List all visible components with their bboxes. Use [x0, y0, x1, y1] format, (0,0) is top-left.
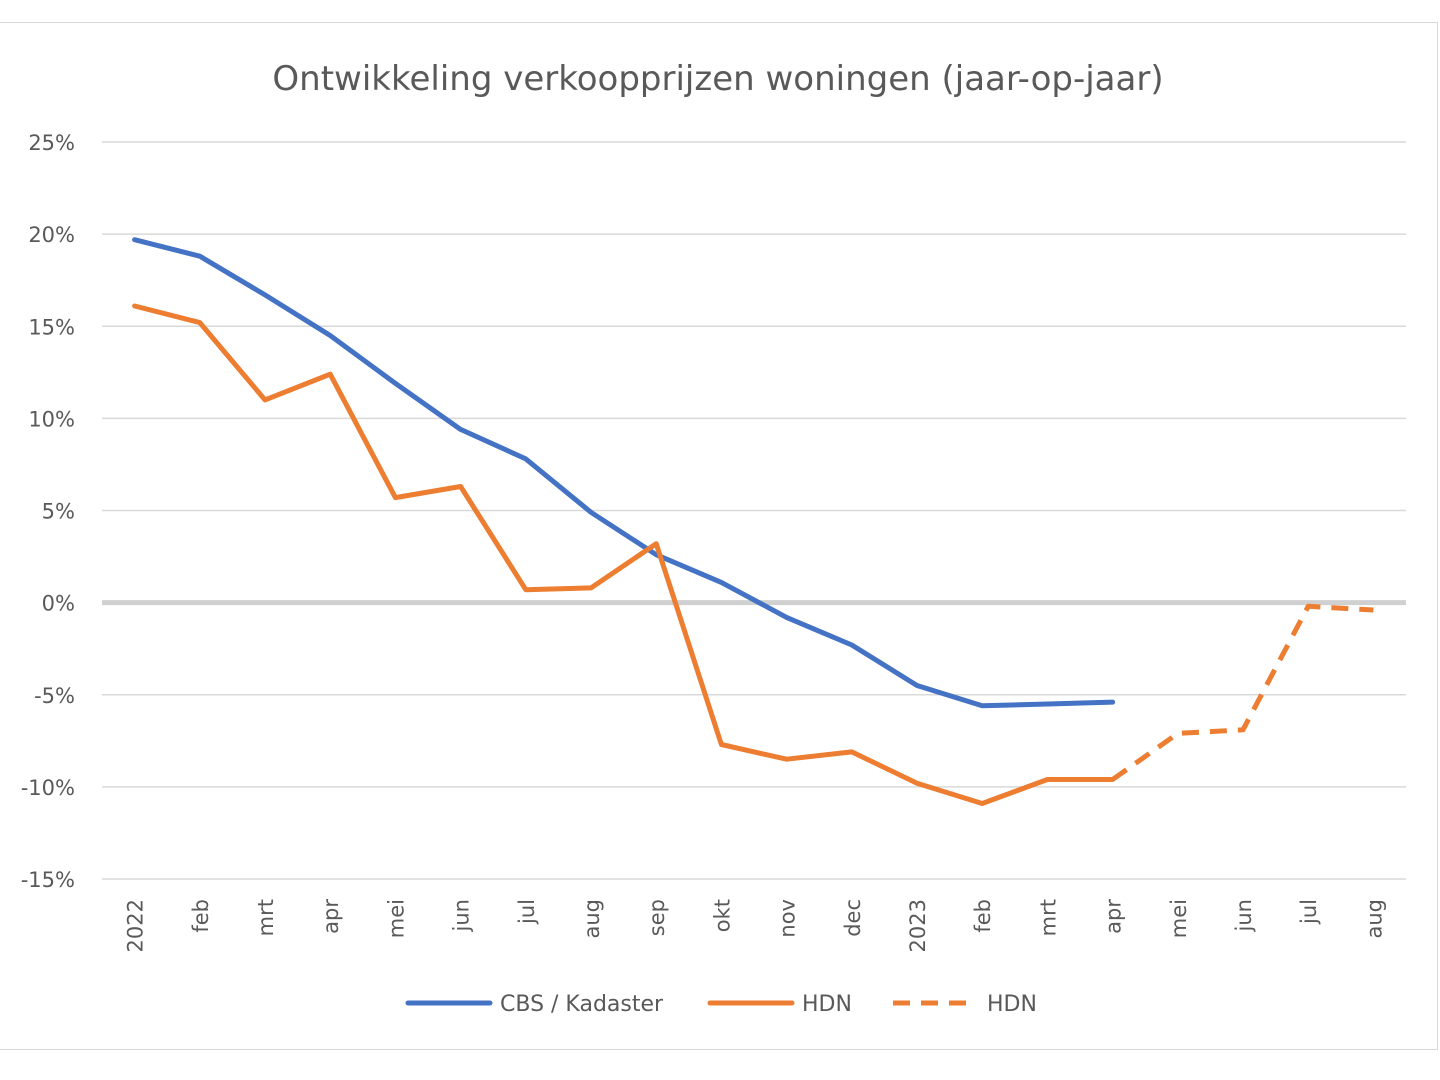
x-tick-label: jun: [1232, 899, 1256, 932]
x-tick-label: mrt: [254, 899, 278, 936]
x-tick-label: 2023: [906, 899, 930, 952]
x-tick-label: apr: [1102, 899, 1126, 934]
y-tick-label: 10%: [28, 407, 75, 431]
series-line-1: [132, 303, 1116, 806]
x-tick-label: mei: [1167, 899, 1191, 938]
x-tick-label: feb: [189, 899, 213, 933]
x-tick-label: 2022: [124, 899, 148, 952]
y-tick-label: 20%: [28, 223, 75, 247]
legend: CBS / Kadaster HDN HDN: [405, 992, 1037, 1017]
y-tick-label: -15%: [21, 868, 75, 892]
series-line-0: [132, 237, 1116, 709]
x-tick-label: apr: [319, 899, 343, 934]
chart-title: Ontwikkeling verkoopprijzen woningen (ja…: [272, 59, 1163, 99]
x-tick-label: aug: [580, 899, 604, 939]
x-tick-label: feb: [971, 899, 995, 933]
y-tick-label: 25%: [28, 131, 75, 155]
x-tick-label: nov: [776, 899, 800, 938]
legend-label-2: HDN: [987, 992, 1037, 1017]
x-tick-label: sep: [645, 899, 669, 936]
y-axis-ticks: 25% 20% 15% 10% 5% 0% -5% -10% -15%: [21, 131, 75, 892]
y-tick-label: -5%: [34, 684, 75, 708]
x-tick-label: jul: [515, 899, 539, 925]
x-tick-label: mei: [384, 899, 408, 938]
y-tick-label: 5%: [42, 500, 75, 524]
y-tick-label: 15%: [28, 315, 75, 339]
x-tick-label: jul: [1297, 899, 1321, 925]
x-tick-label: mrt: [1036, 899, 1060, 936]
x-tick-label: jun: [450, 899, 474, 932]
chart-frame: [0, 22, 1438, 1050]
x-tick-label: dec: [841, 899, 865, 937]
series-line-2: [1111, 603, 1374, 782]
x-tick-label: okt: [710, 899, 734, 932]
y-tick-label: 0%: [42, 592, 75, 616]
legend-label-1: HDN: [802, 992, 852, 1017]
grid-lines: [102, 141, 1406, 880]
series-lines: [132, 237, 1374, 806]
legend-label-0: CBS / Kadaster: [500, 992, 664, 1017]
x-tick-label: aug: [1362, 899, 1386, 939]
y-tick-label: -10%: [21, 776, 75, 800]
x-axis-ticks: 2022 feb mrt apr mei jun jul aug sep okt nov dec 202…: [124, 899, 1387, 953]
